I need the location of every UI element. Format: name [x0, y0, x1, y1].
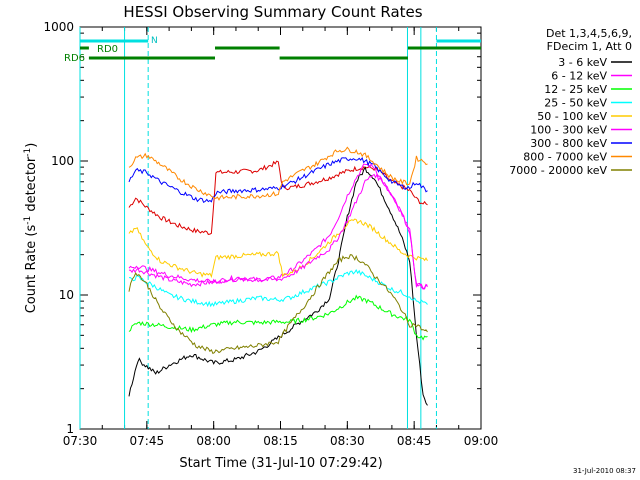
- legend-label: 3 - 6 keV: [558, 56, 607, 69]
- series-line-3: [129, 268, 428, 308]
- series-line-4: [128, 218, 428, 279]
- x-axis-label: Start Time (31-Jul-10 07:29:42): [179, 456, 382, 471]
- series-line-1: [128, 163, 428, 290]
- legend-label: 7000 - 20000 keV: [509, 164, 607, 177]
- x-tick-label: 08:15: [263, 434, 298, 448]
- legend-label: 300 - 800 keV: [530, 137, 607, 150]
- x-tick-label: 07:30: [63, 434, 98, 448]
- legend-label: 6 - 12 keV: [551, 70, 607, 83]
- chart-title: HESSI Observing Summary Count Rates: [123, 3, 422, 21]
- legend-label: 25 - 50 keV: [544, 97, 607, 110]
- y-tick-label: 10: [59, 288, 74, 302]
- legend: Det 1,3,4,5,6,9, FDecim 1, Att 0 3 - 6 k…: [509, 27, 632, 177]
- x-tick-label: 09:00: [464, 434, 499, 448]
- series-line-0: [128, 166, 428, 406]
- series-line-7: [128, 146, 428, 201]
- legend-label: 800 - 7000 keV: [523, 151, 607, 164]
- legend-label: 12 - 25 keV: [544, 83, 607, 96]
- series-line-2: [128, 294, 428, 341]
- y-axis-label: Count Rate (s-1 detector-1): [23, 143, 39, 314]
- y-tick-label: 1000: [43, 20, 74, 34]
- n-label: N: [151, 36, 158, 46]
- legend-header-line1: Det 1,3,4,5,6,9,: [546, 27, 632, 40]
- footer-timestamp: 31-Jul-2010 08:37: [573, 467, 636, 475]
- x-tick-label: 08:00: [196, 434, 231, 448]
- rd0-label: RD0: [97, 44, 118, 55]
- series-line-red: [128, 160, 428, 235]
- y-tick-label: 1: [66, 422, 74, 436]
- x-tick-label: 08:30: [330, 434, 365, 448]
- legend-header-line2: FDecim 1, Att 0: [547, 40, 632, 53]
- rd6-label: RD6: [64, 53, 85, 64]
- y-tick-label: 100: [51, 154, 74, 168]
- series-line-5: [128, 172, 428, 290]
- legend-label: 50 - 100 keV: [537, 110, 607, 123]
- x-tick-label: 08:45: [397, 434, 432, 448]
- legend-label: 100 - 300 keV: [530, 124, 607, 137]
- series-line-8: [128, 254, 428, 355]
- x-tick-label: 07:45: [130, 434, 165, 448]
- plot-area: [79, 26, 482, 430]
